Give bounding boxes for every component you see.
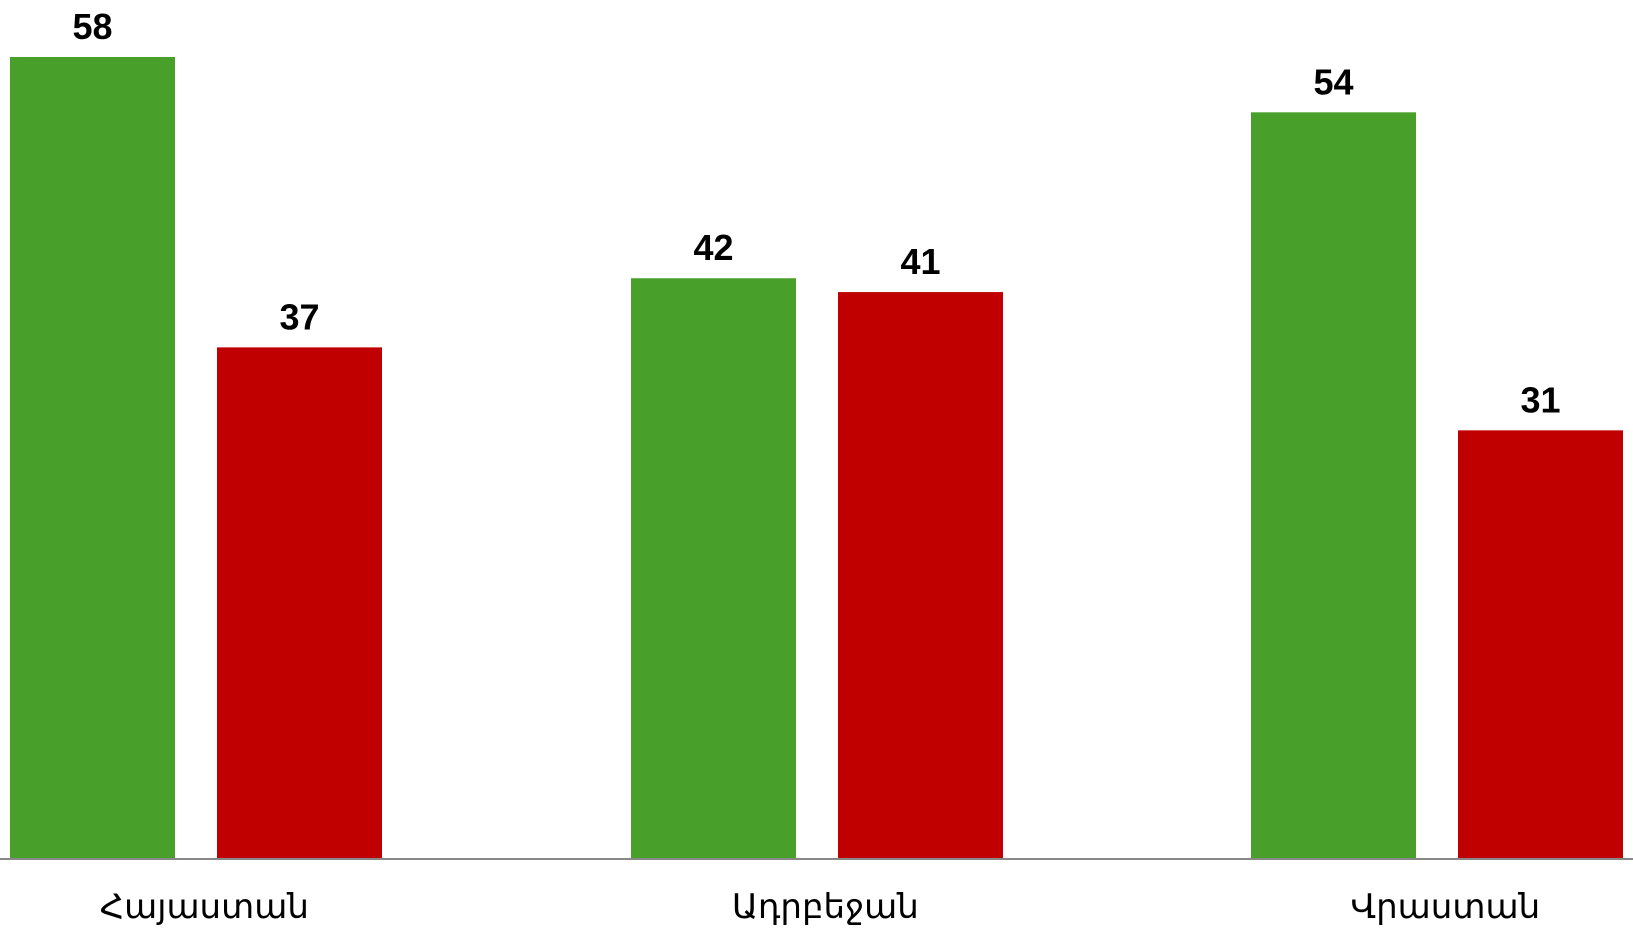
value-label-2-1: 42 bbox=[693, 227, 733, 268]
value-label-1-1: 58 bbox=[72, 6, 112, 47]
value-label-3-1: 54 bbox=[1313, 61, 1353, 102]
category-label-2: Ադրբեջան bbox=[732, 887, 919, 927]
value-label-3-2: 31 bbox=[1520, 379, 1560, 420]
category-labels-group: Հայաստան Ադրբեջան Վրաստան bbox=[100, 887, 1540, 927]
bar-2-2 bbox=[838, 292, 1003, 859]
category-label-1: Հայաստան bbox=[100, 887, 309, 927]
bars-group bbox=[10, 57, 1623, 859]
bar-1-1 bbox=[10, 57, 175, 859]
value-labels-group: 58 37 42 41 54 31 bbox=[72, 6, 1560, 420]
bar-3-2 bbox=[1458, 430, 1623, 859]
bar-2-1 bbox=[631, 278, 796, 859]
bar-1-2 bbox=[217, 347, 382, 859]
bar-3-1 bbox=[1251, 112, 1416, 859]
value-label-2-2: 41 bbox=[900, 241, 940, 282]
category-label-3: Վրաստան bbox=[1351, 887, 1541, 927]
value-label-1-2: 37 bbox=[279, 296, 319, 337]
